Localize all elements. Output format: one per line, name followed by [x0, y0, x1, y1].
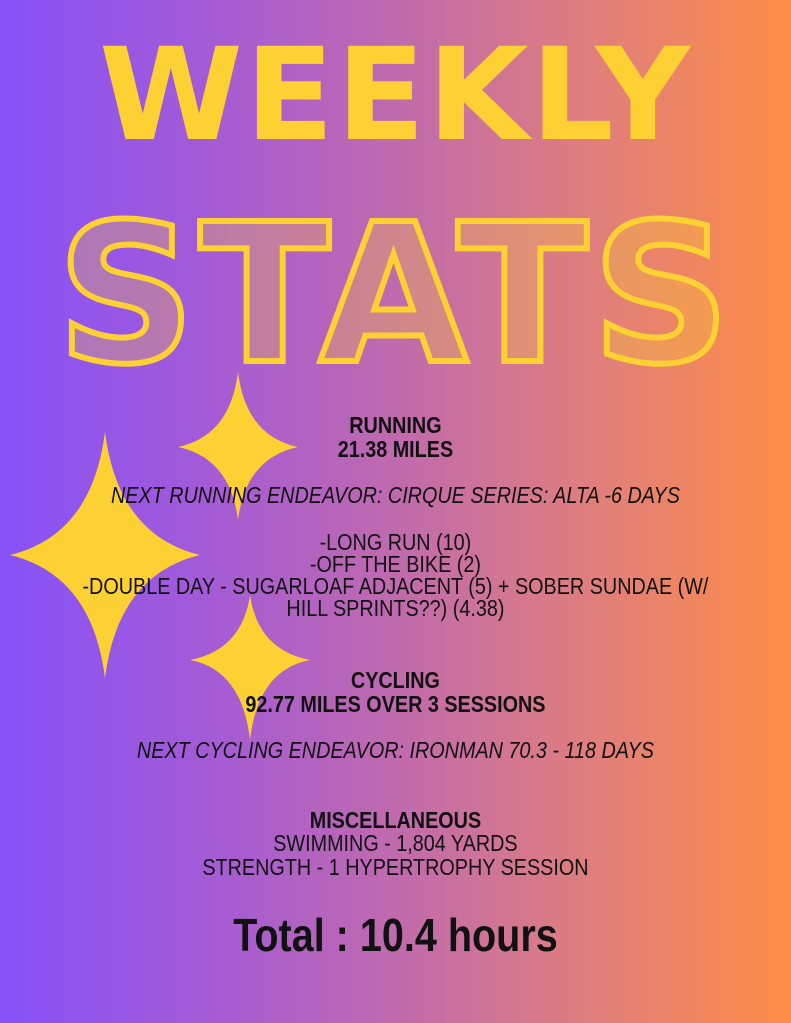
- cycling-next-event: NEXT CYCLING ENDEAVOR: IRONMAN 70.3 - 11…: [136, 737, 654, 763]
- running-item: -DOUBLE DAY - SUGARLOAF ADJACENT (5) + S…: [82, 573, 709, 599]
- running-item: -LONG RUN (10): [319, 529, 472, 555]
- title-stats: STATS: [54, 184, 735, 407]
- cycling-heading: CYCLING: [350, 667, 440, 693]
- misc-item: SWIMMING - 1,804 YARDS: [273, 830, 518, 856]
- running-heading: RUNNING: [349, 412, 442, 438]
- misc-heading: MISCELLANEOUS: [309, 807, 482, 833]
- running-item: -OFF THE BIKE (2): [309, 551, 481, 577]
- running-distance: 21.38 MILES: [337, 436, 454, 462]
- sparkle-icon: [178, 372, 298, 520]
- running-next-event: NEXT RUNNING ENDEAVOR: CIRQUE SERIES: AL…: [110, 482, 680, 508]
- running-item: HILL SPRINTS??) (4.38): [286, 595, 505, 621]
- misc-item: STRENGTH - 1 HYPERTROPHY SESSION: [202, 854, 589, 880]
- sparkle-icon: [190, 595, 310, 740]
- title-weekly: WEEKLY: [98, 21, 693, 170]
- cycling-distance: 92.77 MILES OVER 3 SESSIONS: [245, 691, 546, 717]
- sparkle-icon: [10, 432, 200, 678]
- total-hours: Total : 10.4 hours: [233, 909, 558, 961]
